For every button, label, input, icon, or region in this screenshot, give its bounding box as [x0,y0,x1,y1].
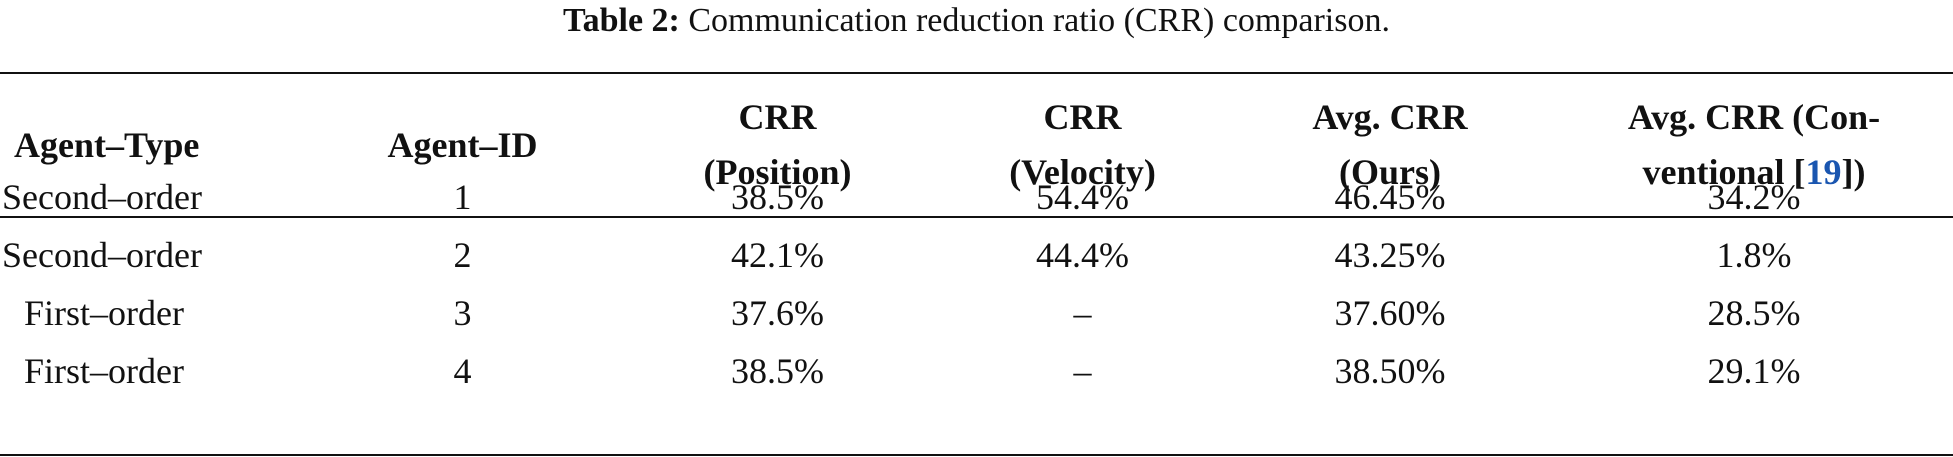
cell-avg-crr-ours: 43.25% [1334,235,1446,275]
header-avg-crr-ours-line2: (Ours) [1338,152,1441,192]
header-crr-position: CRR (Position) [620,74,935,216]
table-row: Second–order 2 42.1% 44.4% 43.25% 1.8% [0,226,1953,284]
header-avg-crr-conventional-line2: ventional [19]) [1642,152,1866,192]
cell-crr-velocity: – [1073,351,1092,391]
table-header-rule [0,216,1953,218]
cell-avg-crr-ours: 46.45% [1334,177,1446,217]
cell-avg-crr-ours: 37.60% [1334,293,1446,333]
table-caption: Table 2: Communication reduction ratio (… [0,0,1953,42]
header-agent-id: Agent–ID [387,124,538,165]
header-crr-position-line2: (Position) [703,152,852,192]
cell-crr-position: 38.5% [731,177,824,217]
cell-crr-position: 42.1% [731,235,824,275]
cell-avg-crr-ours: 38.50% [1334,351,1446,391]
cell-agent-type: First–order [24,293,184,333]
citation-link-19[interactable]: 19 [1805,152,1842,192]
cell-avg-crr-conventional: 34.2% [1707,177,1801,217]
header-avg-crr-ours-line1: Avg. CRR [1312,97,1468,137]
table-row: Second–order 1 38.5% 54.4% 46.45% 34.2% [0,168,1953,226]
header-agent-type: Agent–Type [14,124,200,165]
header-crr-velocity-line2: (Velocity) [1009,152,1156,192]
table-row: First–order 3 37.6% – 37.60% 28.5% [0,284,1953,342]
table-top-rule [0,72,1953,74]
cell-agent-id: 2 [453,235,472,275]
header-avg-crr-ours: Avg. CRR (Ours) [1230,74,1550,216]
cell-agent-id: 3 [453,293,472,333]
header-crr-velocity-line1: CRR [1043,97,1122,137]
table-bottom-rule [0,454,1953,456]
cell-crr-position: 38.5% [731,351,824,391]
header-crr-velocity: CRR (Velocity) [930,74,1235,216]
cell-crr-velocity: 54.4% [1036,177,1129,217]
cell-avg-crr-conventional: 1.8% [1716,235,1792,275]
table-row: First–order 4 38.5% – 38.50% 29.1% [0,342,1953,400]
cell-crr-position: 37.6% [731,293,824,333]
cell-crr-velocity: – [1073,293,1092,333]
cell-agent-type: Second–order [2,235,202,275]
cell-avg-crr-conventional: 28.5% [1707,293,1801,333]
header-crr-position-line1: CRR [738,97,817,137]
cell-agent-id: 1 [453,177,472,217]
cell-agent-type: Second–order [2,177,202,217]
table-caption-label: Table 2: [563,2,680,39]
cell-avg-crr-conventional: 29.1% [1707,351,1801,391]
table-caption-text: Communication reduction ratio (CRR) comp… [688,2,1390,39]
header-avg-crr-conventional-line1: Avg. CRR (Con- [1627,97,1881,137]
cell-agent-type: First–order [24,351,184,391]
cell-crr-velocity: 44.4% [1036,235,1129,275]
cell-agent-id: 4 [453,351,472,391]
header-avg-crr-conventional: Avg. CRR (Con- ventional [19]) [1560,74,1948,216]
table-header-row: Agent–Type Agent–ID CRR (Position) CRR (… [0,74,1953,216]
